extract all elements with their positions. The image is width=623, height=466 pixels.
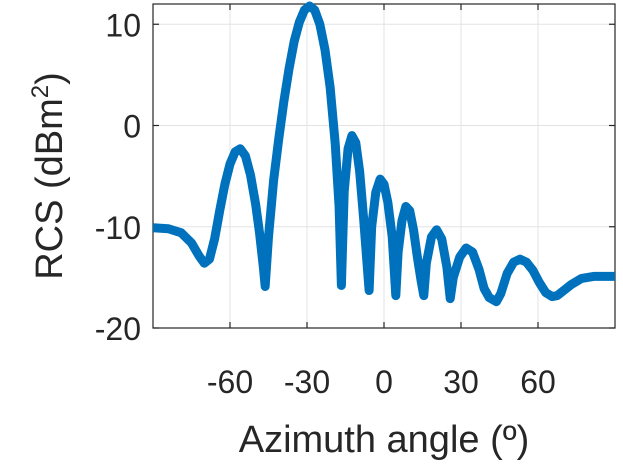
x-tick-label: 60 [520,364,556,400]
y-axis-label-close: ) [29,72,71,85]
x-tick-labels: -60 -30 0 30 60 [207,364,556,400]
y-axis-label-main: RCS (dBm [29,98,71,280]
y-tick-label: 0 [123,109,141,145]
y-tick-label: -20 [95,311,141,347]
x-tick-label: 30 [443,364,479,400]
x-axis-label: Azimuth angle (º) [239,419,530,461]
series-line-rcs [153,1,615,307]
x-tick-label: 0 [375,364,393,400]
y-tick-label: -10 [95,210,141,246]
x-tick-label: -30 [284,364,330,400]
y-axis-label: RCS (dBm2) [27,72,71,280]
y-axis-label-superscript: 2 [27,85,54,98]
x-tick-label: -60 [207,364,253,400]
y-tick-labels: -20 -10 0 10 [95,7,141,347]
y-tick-label: 10 [105,7,141,43]
grid [153,4,615,329]
